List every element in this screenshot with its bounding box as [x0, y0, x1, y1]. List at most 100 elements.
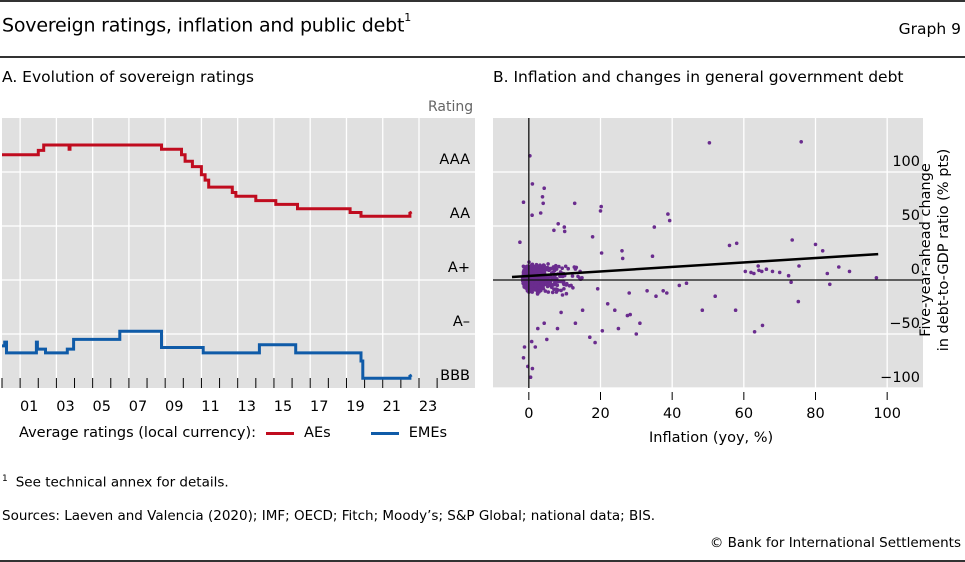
scatter-point	[570, 274, 575, 278]
footnote: 1 See technical annex for details.	[2, 474, 229, 491]
panel-a-x-tick-label: 07	[129, 399, 147, 415]
scatter-point	[546, 290, 551, 294]
scatter-point	[627, 291, 631, 295]
title-rule	[0, 56, 965, 58]
scatter-point	[536, 268, 540, 272]
scatter-point	[760, 323, 765, 328]
panel-a-y-tick-label: BBB	[440, 368, 470, 384]
scatter-point	[555, 326, 560, 331]
scatter-point	[562, 225, 567, 229]
scatter-point	[556, 222, 560, 226]
panel-b-plot-area	[493, 118, 923, 388]
scatter-point	[562, 282, 566, 286]
footnote-ref: 1	[2, 474, 8, 484]
panel-b-y-tick-label: 100	[892, 154, 920, 170]
scatter-point	[652, 225, 657, 229]
scatter-point	[645, 289, 649, 293]
scatter-point	[820, 249, 825, 253]
scatter-point	[564, 291, 569, 296]
scatter-point	[749, 270, 753, 275]
scatter-point	[684, 281, 689, 286]
scatter-point	[550, 290, 555, 295]
scatter-point	[756, 264, 760, 268]
panel-b-y-tick-label: 0	[911, 262, 920, 278]
scatter-point	[550, 283, 555, 287]
scatter-point	[563, 264, 568, 269]
footnote-text: See technical annex for details.	[15, 474, 229, 491]
top-rule	[0, 0, 965, 2]
panel-a-plot-area	[2, 118, 475, 388]
scatter-point	[796, 299, 801, 304]
scatter-point	[545, 337, 549, 342]
scatter-point	[530, 290, 534, 294]
scatter-point	[790, 238, 794, 242]
scatter-point	[734, 241, 739, 246]
scatter-point	[789, 280, 793, 285]
scatter-point	[590, 235, 595, 239]
scatter-point	[825, 271, 830, 276]
scatter-point	[540, 195, 545, 199]
panel-a-y-tick-label: A+	[448, 260, 470, 276]
scatter-point	[786, 273, 791, 278]
scatter-point	[813, 242, 818, 247]
panel-b-regression-line	[511, 252, 879, 279]
panel-a-x-tick-label: 23	[419, 399, 437, 415]
scatter-point	[616, 326, 621, 331]
panel-a-x-tick-label: 03	[56, 399, 74, 415]
panel-a-x-tick-label: 09	[165, 399, 183, 415]
scatter-point	[530, 366, 535, 371]
scatter-point	[572, 201, 577, 206]
panel-a-y-tick-label: A–	[453, 314, 470, 330]
scatter-point	[654, 294, 658, 299]
scatter-point	[542, 186, 546, 190]
scatter-point	[598, 209, 603, 213]
panel-b-title: B. Inflation and changes in general gove…	[493, 68, 904, 86]
figure-title-text: Sovereign ratings, inflation and public …	[2, 14, 405, 37]
panel-a-x-tick-label: 05	[92, 399, 110, 415]
scatter-point	[764, 267, 769, 272]
scatter-point	[620, 249, 624, 253]
scatter-point	[613, 308, 617, 313]
panel-a-title: A. Evolution of sovereign ratings	[2, 68, 254, 86]
scatter-point	[559, 310, 563, 315]
scatter-point	[760, 269, 764, 274]
scatter-point	[522, 265, 526, 269]
scatter-point	[549, 275, 554, 280]
scatter-point	[560, 266, 564, 271]
panel-b-y-axis-title-line2: in debt-to-GDP ratio (% pts)	[936, 148, 952, 352]
scatter-point	[574, 265, 579, 270]
panel-a-y-tick-label: AAA	[439, 152, 470, 168]
scatter-point	[874, 276, 879, 280]
scatter-point	[554, 263, 558, 268]
scatter-point	[595, 287, 600, 291]
scatter-point	[733, 308, 738, 313]
scatter-point	[529, 339, 534, 344]
legend: Average ratings (local currency): AEs EM…	[19, 425, 447, 441]
panel-b-y-axis-title-line1: Five-year-ahead change	[918, 163, 934, 337]
scatter-point	[727, 243, 732, 248]
scatter-point	[600, 329, 605, 333]
panel-a-x-tick-label: 21	[383, 399, 401, 415]
panel-a-y-tick-label: AA	[450, 206, 470, 222]
scatter-point	[567, 284, 572, 288]
scatter-point	[524, 286, 528, 290]
legend-label-emes: EMEs	[408, 425, 448, 441]
scatter-point	[546, 284, 550, 288]
panel-a-series-emes	[2, 329, 413, 380]
panel-b-x-tick-label: 60	[735, 406, 753, 422]
scatter-point	[580, 308, 585, 313]
scatter-point	[665, 291, 669, 295]
scatter-point	[847, 269, 852, 274]
scatter-point	[628, 312, 632, 317]
scatter-point	[620, 256, 625, 261]
scatter-point	[573, 321, 578, 326]
scatter-point	[566, 266, 570, 271]
scatter-point	[555, 283, 560, 288]
scatter-point	[752, 271, 756, 276]
scatter-point	[532, 267, 536, 271]
graph-number: Graph 9	[898, 20, 961, 38]
panel-b-x-tick-label: 0	[524, 406, 533, 422]
panel-b-x-tick-label: 100	[873, 406, 901, 422]
